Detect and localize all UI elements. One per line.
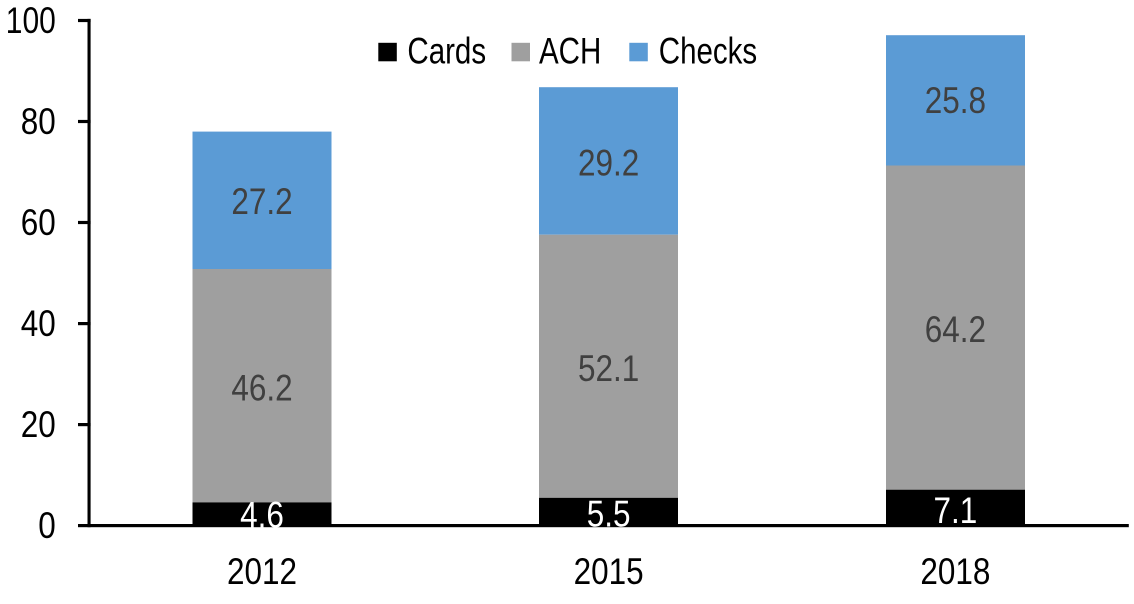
svg-text:25.8: 25.8	[925, 80, 986, 121]
svg-text:Checks: Checks	[659, 30, 757, 71]
svg-text:0: 0	[38, 505, 56, 546]
svg-text:27.2: 27.2	[231, 181, 292, 222]
svg-text:60: 60	[21, 202, 56, 243]
svg-text:ACH: ACH	[539, 30, 601, 71]
svg-text:20: 20	[21, 404, 56, 445]
svg-text:2018: 2018	[920, 551, 990, 592]
svg-text:40: 40	[21, 303, 56, 344]
svg-text:46.2: 46.2	[231, 367, 292, 408]
svg-text:80: 80	[21, 101, 56, 142]
svg-text:52.1: 52.1	[578, 348, 639, 389]
svg-text:2015: 2015	[574, 551, 644, 592]
svg-text:64.2: 64.2	[925, 309, 986, 350]
svg-text:4.6: 4.6	[240, 495, 284, 536]
svg-text:29.2: 29.2	[578, 143, 639, 184]
svg-text:Cards: Cards	[407, 30, 486, 71]
svg-text:100: 100	[6, 0, 56, 41]
svg-text:5.5: 5.5	[587, 493, 631, 534]
svg-text:2012: 2012	[227, 551, 297, 592]
svg-text:7.1: 7.1	[934, 490, 978, 531]
